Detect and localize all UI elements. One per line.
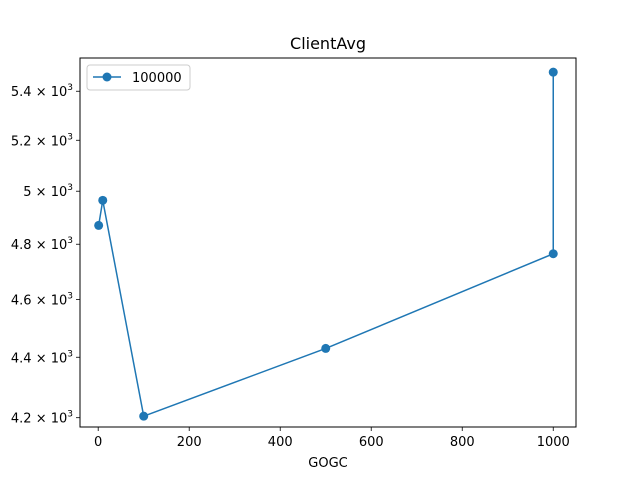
y-axis: 4.2 × 103 4.4 × 103 4.6 × 103 4.8 × 103 5 × …	[11, 83, 80, 427]
x-tick-label: 800	[450, 435, 475, 450]
y-tick-label: 5 × 103	[23, 183, 73, 200]
legend-box	[86, 64, 191, 91]
axes-frame	[79, 57, 577, 428]
data-point	[548, 249, 558, 259]
y-tick-label: 4.8 × 103	[11, 236, 73, 253]
x-axis: 0 200 400 600 800 1000	[94, 427, 570, 450]
y-tick-label: 5.4 × 103	[11, 83, 73, 100]
data-point	[548, 67, 558, 77]
legend-label: 100000	[132, 71, 182, 86]
chart-title: ClientAvg	[290, 34, 366, 53]
y-tick-label: 4.2 × 103	[11, 410, 73, 427]
plot-area	[79, 57, 577, 428]
y-tick-label: 4.6 × 103	[11, 292, 73, 309]
x-tick-label: 600	[359, 435, 384, 450]
data-point	[98, 195, 108, 205]
y-tick-label: 4.4 × 103	[11, 349, 73, 366]
x-tick-label: 0	[94, 435, 102, 450]
data-point	[139, 411, 149, 421]
legend-marker	[102, 72, 112, 82]
data-point	[321, 343, 331, 353]
series-layer	[94, 67, 558, 421]
x-tick-label: 1000	[537, 435, 570, 450]
legend: 100000	[86, 64, 191, 91]
x-tick-label: 200	[177, 435, 202, 450]
x-tick-label: 400	[268, 435, 293, 450]
y-tick-label: 5.2 × 103	[11, 132, 73, 149]
x-axis-label: GOGC	[308, 456, 347, 471]
data-point	[94, 220, 104, 230]
